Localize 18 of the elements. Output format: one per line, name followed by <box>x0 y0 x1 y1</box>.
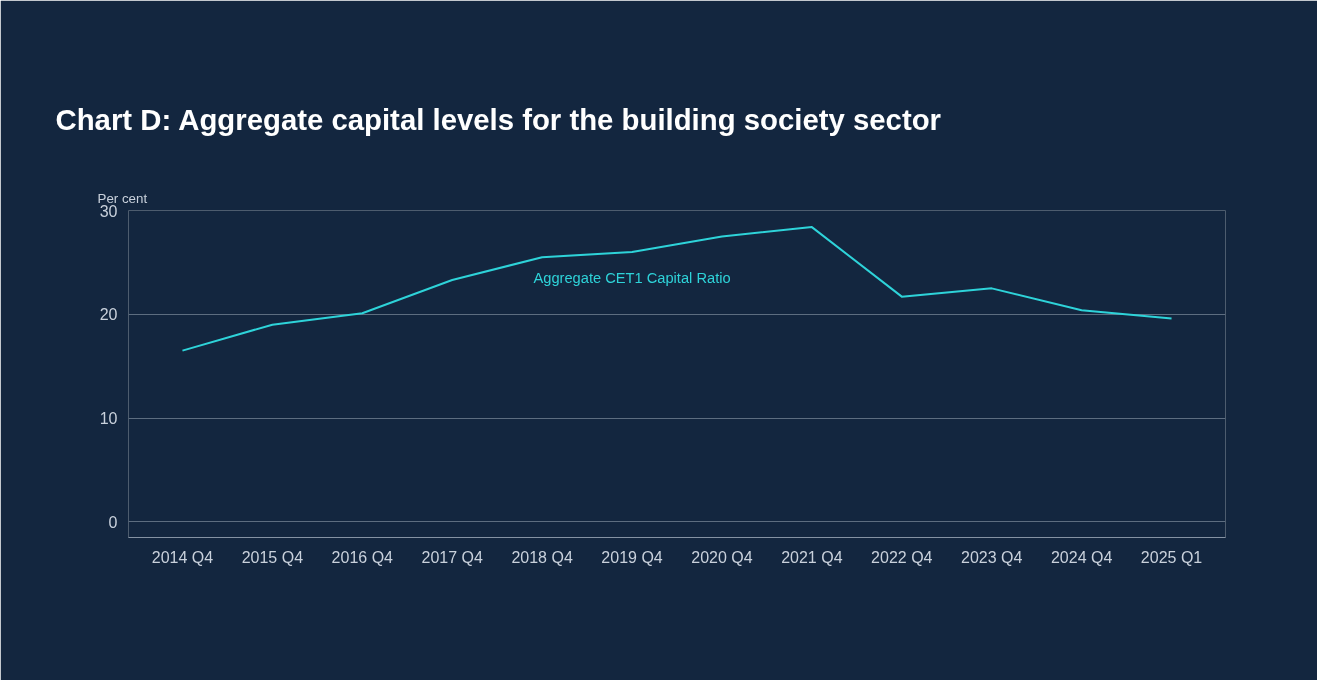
x-tick-label: 2020 Q4 <box>691 548 753 566</box>
x-tick-label: 2024 Q4 <box>1050 548 1113 566</box>
x-tick-label: 2014 Q4 <box>151 548 214 566</box>
line-series <box>181 226 1173 352</box>
x-tick-label: 2025 Q1 <box>1140 548 1203 566</box>
chart-title: Chart D: Aggregate capital levels for the building society sector <box>55 103 941 136</box>
series-label: Aggregate CET1 Capital Ratio <box>533 270 731 287</box>
x-tick-label: 2019 Q4 <box>601 548 663 566</box>
x-tick-label: 2017 Q4 <box>421 548 483 566</box>
x-tick-label: 2016 Q4 <box>331 548 394 566</box>
x-tick-label: 2018 Q4 <box>511 548 573 566</box>
y-tick-label: 10 <box>99 410 118 428</box>
y-tick-label: 20 <box>99 306 118 324</box>
x-tick-label: 2022 Q4 <box>871 548 933 566</box>
y-tick-label: 0 <box>108 513 118 531</box>
x-tick-label: 2015 Q4 <box>241 548 304 566</box>
x-tick-label: 2023 Q4 <box>961 548 1023 566</box>
x-tick-label: 2021 Q4 <box>781 548 843 566</box>
